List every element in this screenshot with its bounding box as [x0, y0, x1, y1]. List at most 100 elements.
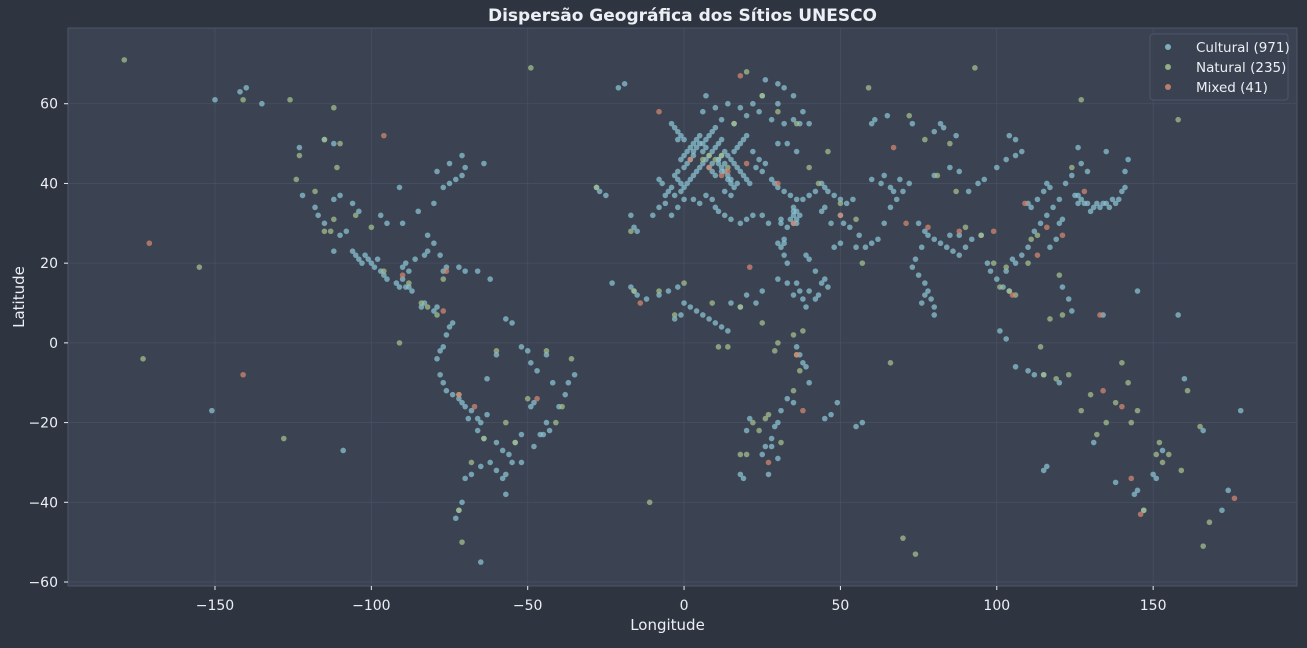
y-axis-label: Latitude — [10, 266, 28, 328]
data-point — [503, 471, 509, 478]
data-point — [440, 379, 447, 386]
data-point — [737, 304, 744, 310]
data-point — [853, 244, 859, 251]
data-point — [465, 415, 472, 422]
data-point — [518, 344, 525, 350]
data-point — [696, 132, 703, 139]
data-point — [499, 447, 506, 454]
data-point — [356, 208, 362, 215]
data-point — [1165, 451, 1172, 458]
data-point — [406, 268, 412, 274]
data-point — [484, 411, 490, 418]
data-point — [721, 148, 728, 155]
data-point — [953, 132, 959, 139]
data-point — [1122, 168, 1128, 175]
data-point — [734, 180, 741, 187]
data-point — [731, 120, 737, 127]
data-point — [793, 216, 800, 223]
data-point — [706, 316, 712, 322]
data-point — [790, 292, 797, 298]
data-point — [418, 304, 425, 310]
data-point — [1037, 220, 1044, 227]
data-point — [424, 232, 431, 239]
data-point — [443, 268, 450, 274]
data-point — [712, 204, 719, 211]
data-point — [997, 328, 1003, 334]
data-point — [1044, 224, 1050, 231]
data-point — [712, 172, 719, 179]
data-point — [468, 471, 475, 478]
data-point — [793, 120, 800, 127]
data-point — [887, 184, 894, 191]
data-point — [1119, 188, 1125, 195]
data-point — [571, 371, 578, 378]
data-point — [784, 224, 791, 231]
data-point — [962, 224, 969, 231]
data-point — [922, 280, 928, 286]
data-point — [931, 304, 938, 310]
data-point — [743, 69, 750, 75]
data-point — [872, 116, 878, 123]
data-point — [806, 288, 812, 294]
data-point — [962, 244, 969, 251]
data-point — [684, 180, 690, 187]
data-point — [487, 459, 493, 466]
data-point — [634, 292, 640, 298]
data-point — [800, 108, 806, 115]
data-point — [1056, 220, 1063, 227]
data-point — [953, 188, 959, 195]
data-point — [1012, 152, 1019, 159]
data-point — [671, 124, 678, 131]
data-point — [424, 248, 431, 254]
data-point — [512, 439, 518, 446]
data-point — [815, 292, 822, 298]
data-point — [446, 180, 453, 187]
data-point — [1175, 116, 1181, 123]
data-point — [1119, 403, 1125, 410]
data-point — [462, 268, 468, 274]
data-point — [987, 268, 994, 274]
data-point — [1019, 148, 1025, 155]
data-point — [815, 180, 822, 187]
data-point — [503, 419, 509, 426]
data-point — [675, 284, 681, 290]
data-point — [875, 236, 881, 243]
data-point — [715, 140, 722, 147]
data-point — [1056, 379, 1063, 386]
data-point — [662, 192, 669, 199]
data-point — [321, 136, 328, 143]
legend-label: Mixed (41) — [1196, 80, 1268, 96]
data-point — [890, 144, 897, 151]
data-point — [456, 395, 462, 402]
legend-label: Cultural (971) — [1196, 40, 1290, 56]
data-point — [718, 136, 725, 143]
data-point — [431, 200, 437, 207]
data-point — [509, 320, 515, 326]
data-point — [628, 228, 634, 235]
data-point — [981, 176, 988, 183]
data-point — [709, 300, 716, 306]
data-point — [734, 144, 741, 151]
data-point — [934, 172, 941, 179]
data-point — [474, 268, 481, 274]
data-point — [918, 300, 925, 306]
data-point — [775, 81, 781, 87]
data-point — [721, 188, 728, 195]
data-point — [687, 156, 694, 163]
data-point — [524, 348, 531, 354]
data-point — [637, 300, 644, 306]
data-point — [321, 228, 328, 235]
data-point — [365, 256, 372, 262]
data-point — [593, 184, 600, 191]
data-point — [371, 264, 378, 270]
data-point — [765, 471, 772, 478]
data-point — [1078, 407, 1085, 414]
data-point — [746, 415, 753, 422]
data-point — [796, 212, 803, 219]
data-point — [1056, 272, 1063, 278]
data-point — [868, 120, 875, 127]
data-point — [712, 320, 719, 326]
data-point — [731, 148, 737, 155]
data-point — [956, 168, 963, 175]
data-point — [1159, 459, 1166, 466]
